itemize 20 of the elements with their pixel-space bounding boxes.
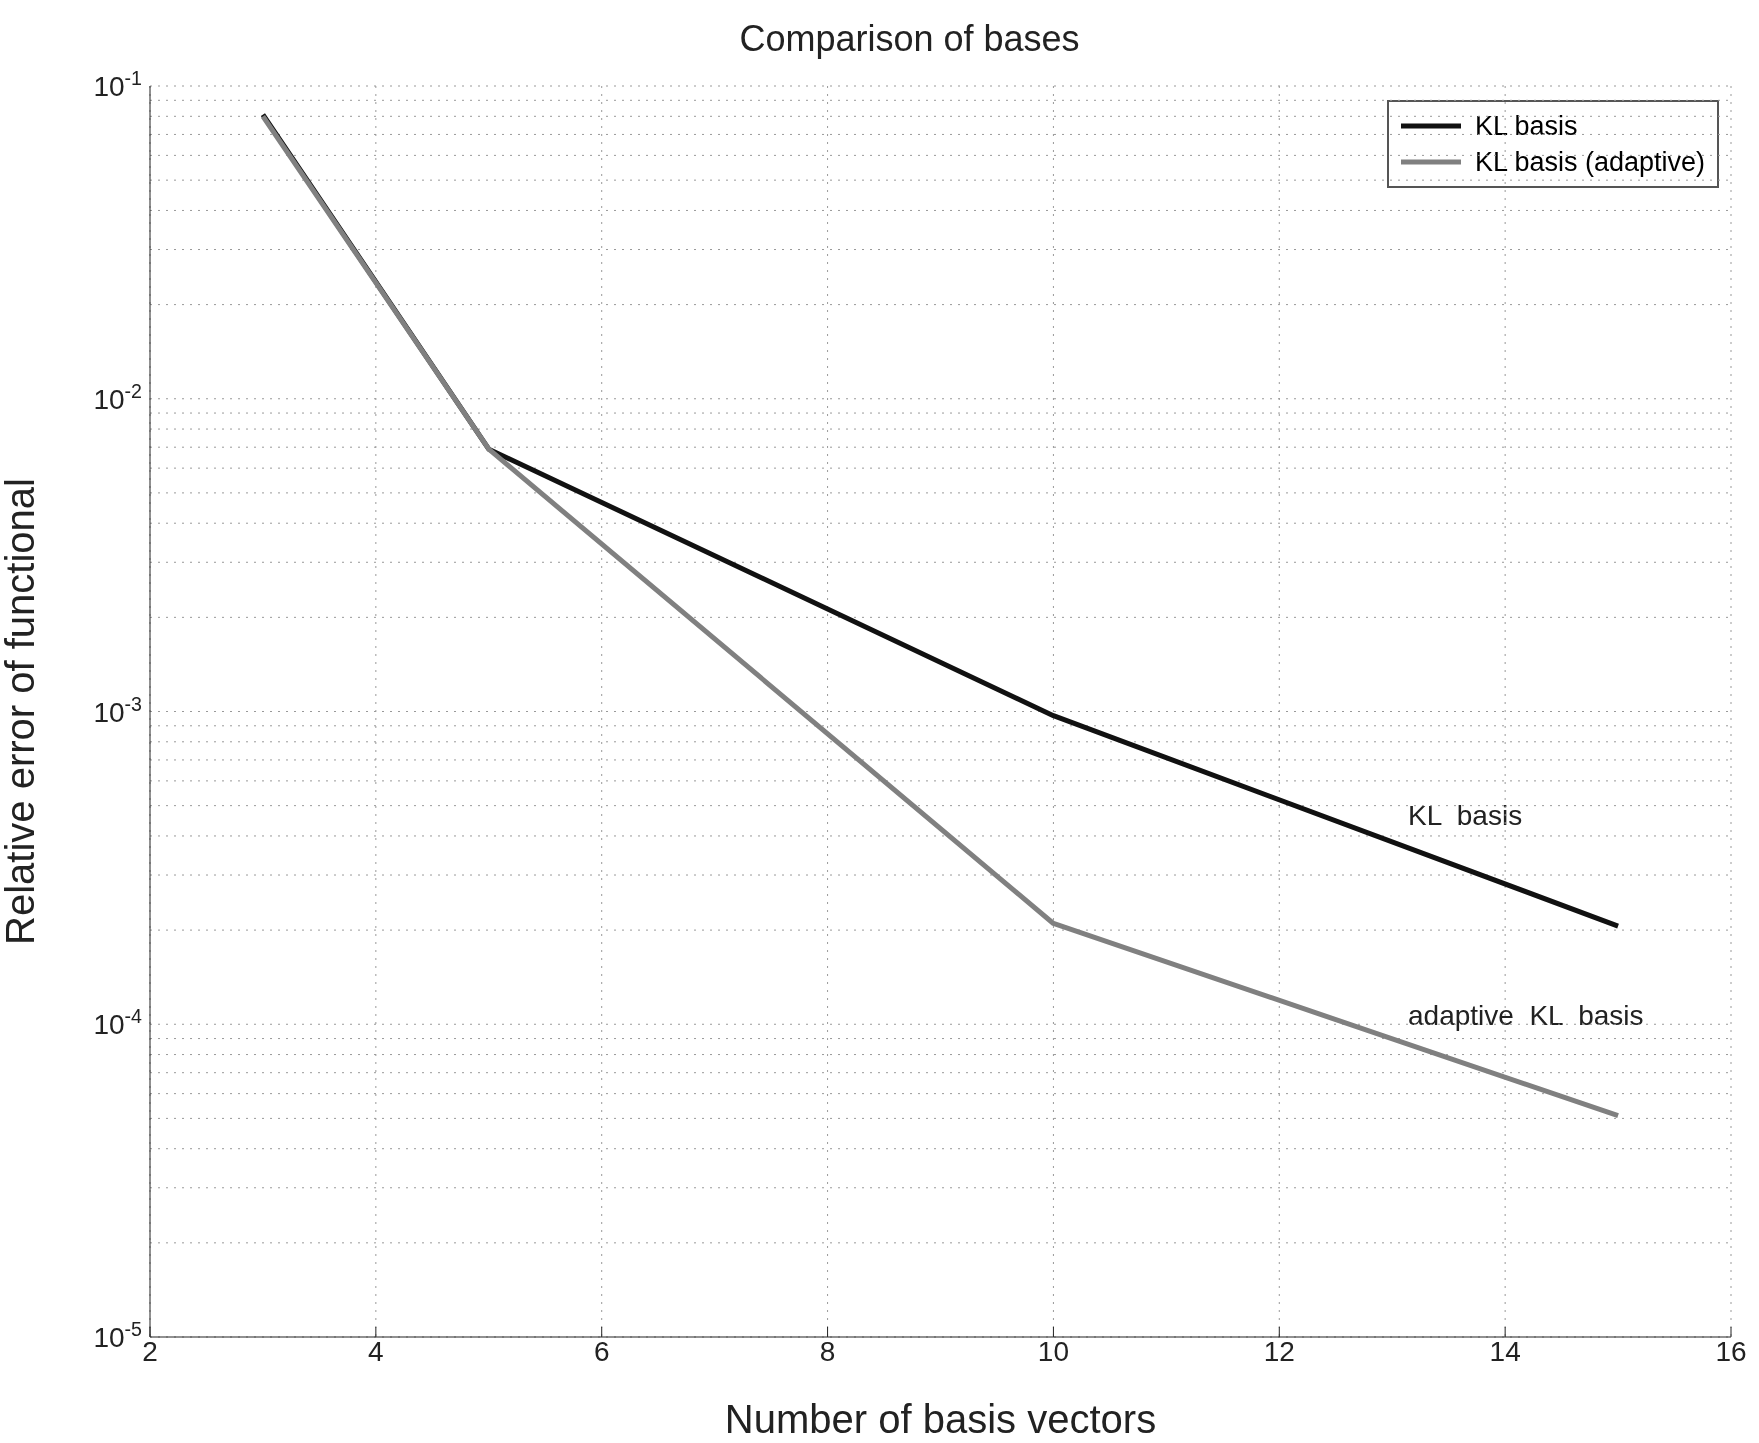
x-axis-title: Number of basis vectors — [724, 1397, 1157, 1441]
x-tick-label: 10 — [1037, 1335, 1070, 1367]
y-axis-title: Relative error of functional — [0, 478, 43, 945]
x-tick-label: 6 — [593, 1335, 610, 1367]
x-tick-label: 12 — [1263, 1335, 1295, 1367]
y-tick-label: 10$^{-3}$ — [93, 692, 143, 728]
legend-label: KL basis (adaptive) — [1474, 146, 1705, 179]
y-tick-label: 10$^{-1}$ — [93, 67, 142, 102]
x-tick-label: 8 — [819, 1335, 836, 1367]
legend-label: KL basis — [1474, 110, 1578, 143]
x-tick-label: 14 — [1489, 1335, 1521, 1367]
x-tick-label: 2 — [142, 1335, 158, 1367]
annotation: adaptive KL basis — [1408, 1000, 1644, 1032]
y-tick-label: 10$^{-4}$ — [93, 1005, 143, 1041]
y-tick-label: 10$^{-5}$ — [93, 1318, 143, 1353]
y-tick-label: 10$^{-2}$ — [93, 379, 142, 415]
annotation: KL basis — [1408, 800, 1523, 832]
chart-title: Comparison of bases — [738, 18, 1081, 60]
x-tick-label: 16 — [1715, 1335, 1747, 1367]
x-tick-label: 4 — [368, 1335, 384, 1367]
